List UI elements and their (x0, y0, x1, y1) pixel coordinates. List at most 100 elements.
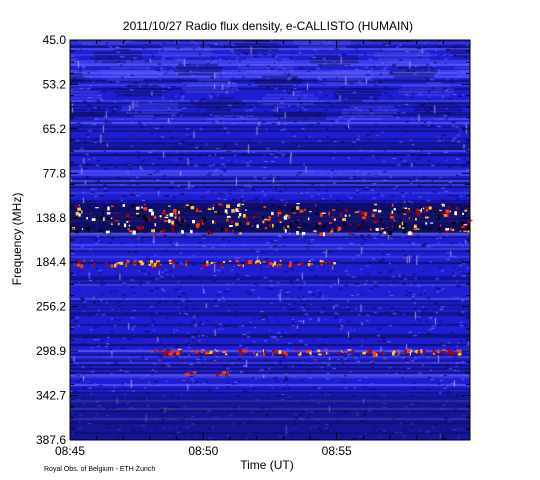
x-tick-label: 08:55 (322, 444, 352, 458)
band-pixel (325, 352, 328, 355)
band-pixel (413, 226, 418, 231)
band-pixel (161, 229, 166, 233)
band-pixel (264, 350, 267, 354)
band-pixel (207, 208, 212, 211)
band-pixel (158, 349, 163, 352)
band-pixel (326, 348, 328, 353)
band-pixel (272, 224, 274, 228)
band-pixel (328, 222, 332, 224)
band-pixel (171, 259, 175, 264)
band-pixel (383, 231, 387, 234)
band-pixel (350, 350, 355, 353)
band-pixel (137, 226, 141, 230)
band-pixel (183, 206, 186, 208)
band-pixel (425, 222, 428, 225)
band-pixel (309, 221, 311, 223)
band-pixel (184, 263, 188, 267)
band-pixel (461, 225, 465, 228)
band-pixel (192, 219, 195, 224)
emission-band (70, 202, 473, 237)
emission-band (150, 348, 462, 358)
band-pixel (148, 208, 153, 213)
band-pixel (457, 349, 459, 353)
band-pixel (205, 263, 209, 267)
band-pixel (177, 348, 182, 351)
band-pixel (141, 260, 144, 264)
band-pixel (258, 214, 260, 218)
band-pixel (290, 207, 295, 212)
band-pixel (300, 261, 302, 265)
band-pixel (451, 222, 456, 225)
band-pixel (102, 211, 104, 215)
band-pixel (456, 206, 459, 210)
band-pixel (238, 212, 242, 217)
band-pixel (362, 351, 366, 355)
band-pixel (283, 226, 285, 231)
band-pixel (147, 261, 150, 263)
band-pixel (128, 224, 131, 227)
band-pixel (279, 221, 282, 223)
band-pixel (390, 216, 394, 219)
band-pixel (73, 229, 77, 231)
band-pixel (289, 261, 292, 265)
band-pixel (169, 212, 174, 217)
band-pixel (254, 261, 258, 264)
band-pixel (322, 232, 326, 237)
band-pixel (464, 209, 468, 212)
band-pixel (110, 217, 113, 219)
band-pixel (183, 372, 186, 375)
band-pixel (434, 351, 437, 354)
band-pixel (354, 211, 359, 213)
band-pixel (264, 218, 268, 221)
band-pixel (403, 223, 407, 227)
band-pixel (78, 213, 81, 217)
band-pixel (226, 218, 229, 222)
band-pixel (232, 229, 235, 233)
y-tick-label: 45.0 (43, 33, 67, 47)
band-pixel (318, 353, 322, 356)
band-pixel (128, 220, 133, 222)
band-pixel (401, 227, 405, 229)
band-pixel (227, 371, 229, 374)
band-pixel (169, 262, 173, 265)
band-pixel (271, 211, 274, 216)
emission-band (74, 259, 337, 269)
band-pixel (80, 261, 82, 263)
band-pixel (176, 264, 178, 268)
band-pixel (185, 204, 189, 206)
band-pixel (467, 220, 470, 224)
band-pixel (195, 350, 199, 354)
band-pixel (140, 262, 144, 266)
band-pixel (422, 225, 425, 229)
band-pixel (341, 351, 345, 354)
band-pixel (289, 228, 291, 230)
band-pixel (227, 373, 230, 376)
band-pixel (295, 348, 299, 351)
band-pixel (141, 225, 145, 230)
band-pixel (450, 228, 452, 230)
band-pixel (300, 262, 305, 265)
band-pixel (275, 350, 279, 354)
band-pixel (467, 230, 471, 233)
band-pixel (178, 216, 181, 221)
band-pixel (423, 207, 425, 210)
band-pixel (130, 204, 135, 208)
band-pixel (459, 349, 462, 353)
band-pixel (448, 350, 452, 354)
band-pixel (78, 204, 80, 207)
band-pixel (331, 228, 334, 232)
band-pixel (224, 353, 228, 356)
band-pixel (398, 224, 401, 229)
band-pixel (126, 214, 130, 218)
band-pixel (309, 263, 314, 266)
band-pixel (410, 232, 413, 236)
y-tick-label: 298.9 (36, 344, 66, 358)
band-pixel (226, 213, 228, 215)
band-pixel (439, 209, 443, 212)
band-pixel (148, 263, 152, 266)
band-pixel (213, 352, 216, 356)
band-pixel (133, 261, 138, 265)
band-pixel (212, 220, 217, 225)
band-pixel (364, 212, 368, 217)
band-pixel (155, 232, 157, 236)
